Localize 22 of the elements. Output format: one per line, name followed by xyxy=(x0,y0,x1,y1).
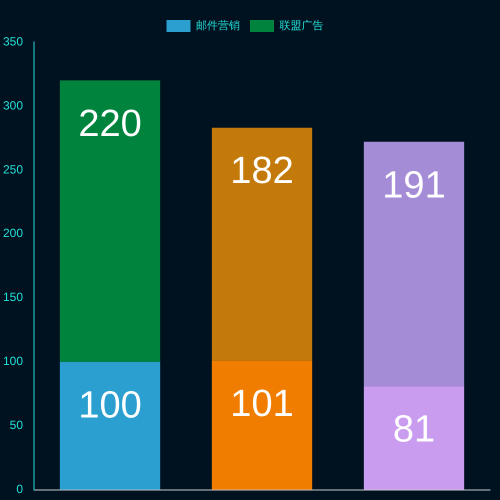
legend-label: 邮件营销 xyxy=(196,18,240,32)
data-label: 81 xyxy=(392,408,436,451)
bar xyxy=(212,128,312,361)
bar xyxy=(60,80,160,362)
y-tick-label: 200 xyxy=(2,226,24,240)
y-tick-label: 50 xyxy=(10,418,24,432)
bar xyxy=(364,386,464,490)
y-tick-label: 0 xyxy=(16,482,24,496)
data-label: 182 xyxy=(230,150,294,192)
bar xyxy=(60,362,160,490)
y-tick-label: 300 xyxy=(2,98,24,112)
y-tick-label: 250 xyxy=(2,162,24,176)
data-label: 220 xyxy=(78,102,142,145)
data-label: 191 xyxy=(382,164,446,206)
y-tick-label: 150 xyxy=(2,290,24,304)
bar xyxy=(364,142,464,386)
data-label: 101 xyxy=(230,383,294,426)
y-tick-label: 350 xyxy=(2,34,24,48)
legend-label: 联盟广告 xyxy=(280,18,324,32)
data-label: 100 xyxy=(78,384,142,426)
bar xyxy=(212,360,312,490)
y-tick-label: 100 xyxy=(2,354,24,368)
